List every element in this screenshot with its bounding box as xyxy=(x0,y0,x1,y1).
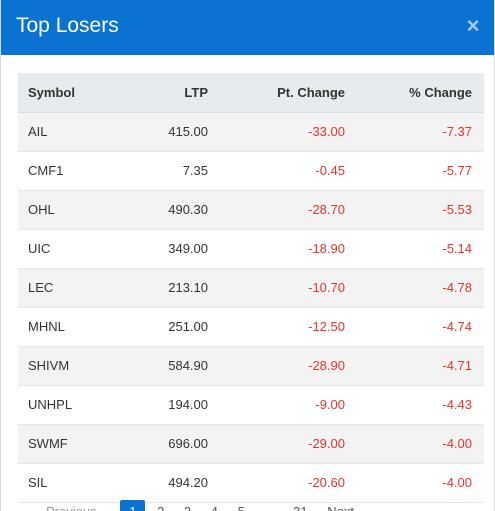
cell-symbol[interactable]: SWMF xyxy=(18,424,118,464)
column-header-pt-change[interactable]: Pt. Change xyxy=(208,73,345,113)
cell-ltp: 194.00 xyxy=(118,385,208,425)
table-row[interactable]: SIL 494.20 -20.60 -4.00 xyxy=(18,463,484,503)
cell-symbol[interactable]: SIL xyxy=(18,463,118,503)
cell-symbol[interactable]: SHIVM xyxy=(18,346,118,386)
cell-ltp: 349.00 xyxy=(118,229,208,269)
cell-pt-change: -28.90 xyxy=(208,346,345,386)
column-header-ltp[interactable]: LTP xyxy=(118,73,208,113)
cell-symbol[interactable]: UNHPL xyxy=(18,385,118,425)
cell-ltp: 415.00 xyxy=(118,112,208,152)
losers-table: Symbol LTP Pt. Change % Change AIL 415.00… xyxy=(18,73,484,503)
table-row[interactable]: AIL 415.00 -33.00 -7.37 xyxy=(18,112,484,152)
cell-ltp: 584.90 xyxy=(118,346,208,386)
cell-pct-change: -4.74 xyxy=(345,307,484,347)
pagination: Previous 1 2 3 4 5 … 31 Next xyxy=(31,500,362,511)
cell-ltp: 696.00 xyxy=(118,424,208,464)
pagination-page-last[interactable]: 31 xyxy=(285,500,315,511)
cell-ltp: 494.20 xyxy=(118,463,208,503)
table-row[interactable]: SHIVM 584.90 -28.90 -4.71 xyxy=(18,346,484,386)
cell-pct-change: -7.37 xyxy=(345,112,484,152)
cell-pt-change: -0.45 xyxy=(208,151,345,191)
cell-ltp: 213.10 xyxy=(118,268,208,308)
table-row[interactable]: MHNL 251.00 -12.50 -4.74 xyxy=(18,307,484,347)
pagination-previous-button[interactable]: Previous xyxy=(31,500,117,511)
cell-pt-change: -18.90 xyxy=(208,229,345,269)
column-header-pct-change[interactable]: % Change xyxy=(345,73,484,113)
table-row[interactable]: UIC 349.00 -18.90 -5.14 xyxy=(18,229,484,269)
table-header-row: Symbol LTP Pt. Change % Change xyxy=(18,73,484,113)
cell-ltp: 490.30 xyxy=(118,190,208,230)
column-header-symbol[interactable]: Symbol xyxy=(18,73,118,113)
pagination-next-button[interactable]: Next xyxy=(319,500,362,511)
cell-pt-change: -29.00 xyxy=(208,424,345,464)
table-row[interactable]: SWMF 696.00 -29.00 -4.00 xyxy=(18,424,484,464)
cell-pct-change: -4.43 xyxy=(345,385,484,425)
close-icon[interactable]: × xyxy=(466,13,480,38)
cell-ltp: 7.35 xyxy=(118,151,208,191)
pagination-page-4[interactable]: 4 xyxy=(203,500,226,511)
cell-pt-change: -10.70 xyxy=(208,268,345,308)
modal-header: Top Losers × xyxy=(1,0,494,55)
cell-symbol[interactable]: OHL xyxy=(18,190,118,230)
cell-symbol[interactable]: LEC xyxy=(18,268,118,308)
table-row[interactable]: LEC 213.10 -10.70 -4.78 xyxy=(18,268,484,308)
cell-pct-change: -5.53 xyxy=(345,190,484,230)
table-row[interactable]: CMF1 7.35 -0.45 -5.77 xyxy=(18,151,484,191)
cell-pct-change: -4.00 xyxy=(345,463,484,503)
table-row[interactable]: UNHPL 194.00 -9.00 -4.43 xyxy=(18,385,484,425)
pagination-page-1[interactable]: 1 xyxy=(120,500,146,511)
cell-pct-change: -4.00 xyxy=(345,424,484,464)
pagination-page-3[interactable]: 3 xyxy=(176,500,199,511)
cell-pct-change: -5.14 xyxy=(345,229,484,269)
cell-pt-change: -12.50 xyxy=(208,307,345,347)
losers-table-container: Symbol LTP Pt. Change % Change AIL 415.00… xyxy=(18,73,484,503)
cell-pct-change: -4.71 xyxy=(345,346,484,386)
table-row[interactable]: OHL 490.30 -28.70 -5.53 xyxy=(18,190,484,230)
pagination-ellipsis: … xyxy=(257,500,282,511)
cell-pt-change: -28.70 xyxy=(208,190,345,230)
cell-pt-change: -9.00 xyxy=(208,385,345,425)
modal-title: Top Losers xyxy=(16,14,119,37)
cell-pct-change: -4.78 xyxy=(345,268,484,308)
cell-pt-change: -20.60 xyxy=(208,463,345,503)
cell-symbol[interactable]: CMF1 xyxy=(18,151,118,191)
cell-symbol[interactable]: UIC xyxy=(18,229,118,269)
cell-pt-change: -33.00 xyxy=(208,112,345,152)
cell-pct-change: -5.77 xyxy=(345,151,484,191)
cell-ltp: 251.00 xyxy=(118,307,208,347)
cell-symbol[interactable]: MHNL xyxy=(18,307,118,347)
pagination-page-2[interactable]: 2 xyxy=(149,500,172,511)
cell-symbol[interactable]: AIL xyxy=(18,112,118,152)
pagination-page-5[interactable]: 5 xyxy=(230,500,253,511)
